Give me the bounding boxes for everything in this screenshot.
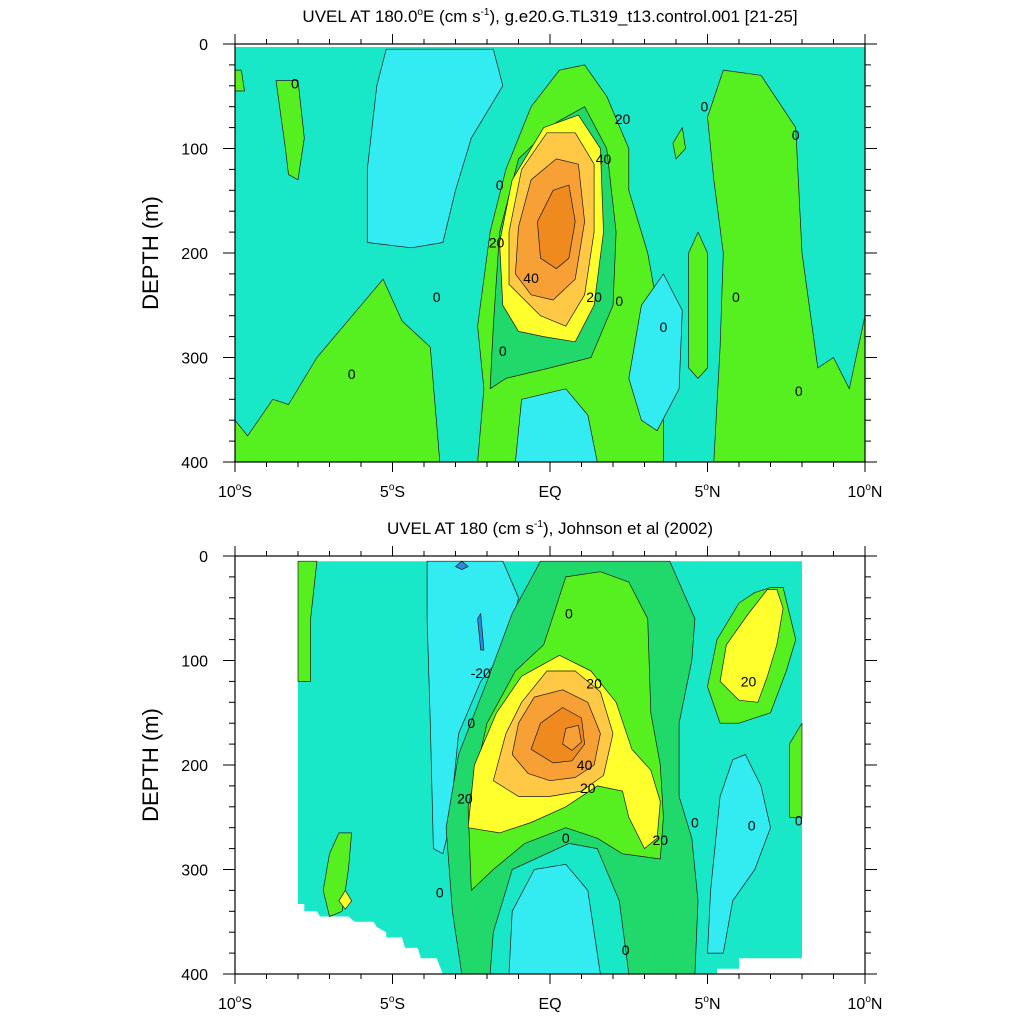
top-panel-ylabel: DEPTH (m) xyxy=(138,196,163,310)
top-panel: UVEL AT 180.0oE (cm s-1), g.e20.G.TL319_… xyxy=(138,7,882,501)
bottom-panel-ylabel: DEPTH (m) xyxy=(138,708,163,822)
y-tick-label: 400 xyxy=(181,455,208,472)
contour-region-green xyxy=(235,278,441,462)
contour-label: 20 xyxy=(489,235,505,251)
contour-region-green xyxy=(672,127,686,160)
contour-region-green xyxy=(235,69,245,92)
contour-region-green xyxy=(322,832,352,917)
x-tick-label: 5oS xyxy=(380,482,405,501)
x-tick-label: EQ xyxy=(538,484,561,501)
contour-label: 20 xyxy=(586,676,602,692)
bottom-panel-title: UVEL AT 180 (cm s-1), Johnson et al (200… xyxy=(387,519,713,538)
contour-region-deeporange xyxy=(537,184,576,270)
contour-region-yellow xyxy=(338,890,352,910)
contour-label: 0 xyxy=(691,815,699,831)
bottom-panel-fields xyxy=(297,560,803,974)
contour-label: 0 xyxy=(562,830,570,846)
contour-label: 20 xyxy=(580,780,596,796)
y-tick-label: 300 xyxy=(181,863,208,880)
contour-label: 0 xyxy=(660,319,668,335)
contour-region-orange xyxy=(562,724,582,751)
contour-label: 20 xyxy=(457,790,473,806)
x-tick-label: 10oN xyxy=(848,994,883,1013)
contour-label: 20 xyxy=(741,673,757,689)
y-tick-label: 100 xyxy=(181,654,208,671)
contour-label: 0 xyxy=(291,76,299,92)
contour-region-yellow xyxy=(719,589,784,703)
x-tick-label: 5oN xyxy=(694,482,720,501)
contour-label: 40 xyxy=(523,270,539,286)
contour-label: 20 xyxy=(615,111,631,127)
contour-region-blue xyxy=(477,613,485,651)
contour-label: 0 xyxy=(615,293,623,309)
contour-label: 0 xyxy=(499,343,507,359)
contour-label: 0 xyxy=(436,885,444,901)
contour-label: 0 xyxy=(622,942,630,958)
contour-region-green xyxy=(275,80,305,181)
top-panel-fields xyxy=(235,48,865,462)
contour-label: 0 xyxy=(467,715,475,731)
x-tick-label: 5oN xyxy=(694,994,720,1013)
bottom-panel: UVEL AT 180 (cm s-1), Johnson et al (200… xyxy=(138,519,882,1013)
contour-region-cyan xyxy=(628,273,683,432)
y-tick-label: 100 xyxy=(181,142,208,159)
contour-region-cyan xyxy=(515,388,598,462)
contour-region-green xyxy=(297,560,318,682)
contour-label: 0 xyxy=(795,383,803,399)
contour-region-blue xyxy=(455,560,469,570)
contour-label: 0 xyxy=(565,606,573,622)
top-panel-title: UVEL AT 180.0oE (cm s-1), g.e20.G.TL319_… xyxy=(302,7,797,26)
x-tick-label: 10oS xyxy=(218,994,252,1013)
contour-label: 20 xyxy=(586,289,602,305)
contour-region-green xyxy=(789,722,803,818)
y-tick-label: 0 xyxy=(199,549,208,566)
y-tick-label: 200 xyxy=(181,246,208,263)
y-tick-label: 200 xyxy=(181,758,208,775)
contour-label: 0 xyxy=(732,289,740,305)
contour-label: 0 xyxy=(792,127,800,143)
contour-region-green xyxy=(707,69,865,462)
contour-label: 40 xyxy=(596,151,612,167)
contour-label: 0 xyxy=(795,812,803,828)
y-tick-label: 400 xyxy=(181,967,208,984)
x-tick-label: 10oS xyxy=(218,482,252,501)
x-tick-label: 10oN xyxy=(848,482,883,501)
contour-label: 40 xyxy=(577,757,593,773)
contour-label: -20 xyxy=(471,665,491,681)
contour-region-cyan xyxy=(366,48,504,249)
x-tick-label: EQ xyxy=(538,996,561,1013)
contour-region-green xyxy=(688,231,708,379)
contour-region-cyan xyxy=(707,754,771,954)
y-tick-label: 300 xyxy=(181,351,208,368)
contour-label: 0 xyxy=(348,366,356,382)
x-tick-label: 5oS xyxy=(380,994,405,1013)
contour-label: 0 xyxy=(748,818,756,834)
contour-label: 0 xyxy=(433,289,441,305)
y-tick-label: 0 xyxy=(199,37,208,54)
contour-region-cyan xyxy=(508,863,601,974)
contour-label: 20 xyxy=(653,832,669,848)
contour-label: 0 xyxy=(496,177,504,193)
bottom-panel-contour-labels: 0 -20 0 20 40 20 20 20 20 0 0 0 0 0 0 xyxy=(436,606,803,959)
contour-label: 0 xyxy=(701,99,709,115)
top-panel-contour-labels: 0 0 0 0 0 0 0 0 0 0 0 20 40 20 40 20 xyxy=(291,76,803,399)
